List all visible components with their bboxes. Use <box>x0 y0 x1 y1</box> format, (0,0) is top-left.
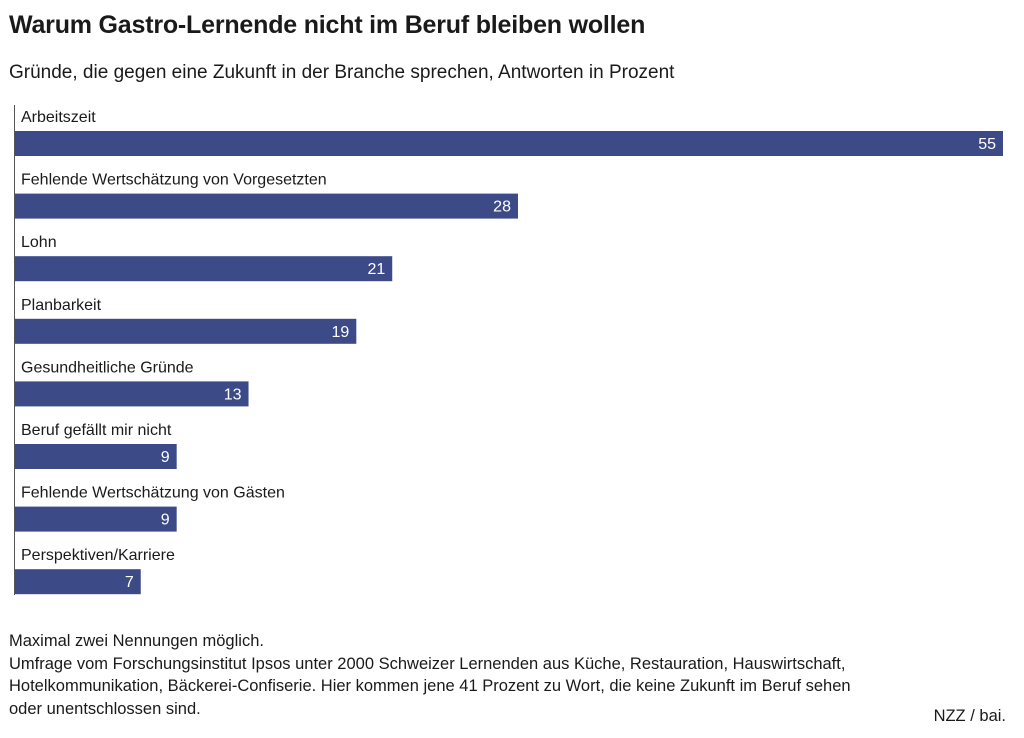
chart-notes: Maximal zwei Nennungen möglich. Umfrage … <box>9 630 1019 720</box>
value-label: 28 <box>493 199 511 216</box>
category-label: Planbarkeit <box>21 297 102 314</box>
value-label: 21 <box>367 261 385 278</box>
category-label: Gesundheitliche Gründe <box>21 359 194 376</box>
value-label: 55 <box>978 136 996 153</box>
bar <box>15 256 393 282</box>
source-credit: NZZ / bai. <box>933 707 1006 725</box>
bar <box>15 318 357 344</box>
category-label: Lohn <box>21 234 57 251</box>
chart-subtitle: Gründe, die gegen eine Zukunft in der Br… <box>9 62 675 83</box>
note-line: oder unentschlossen sind. <box>9 699 201 718</box>
value-label: 9 <box>161 449 170 466</box>
value-label: 7 <box>125 574 134 591</box>
note-line: Umfrage vom Forschungsinstitut Ipsos unt… <box>9 654 846 673</box>
category-label: Arbeitszeit <box>21 109 96 126</box>
chart-title: Warum Gastro-Lernende nicht im Beruf ble… <box>9 11 646 39</box>
bar <box>15 569 141 595</box>
category-label: Beruf gefällt mir nicht <box>21 422 172 439</box>
bar <box>15 381 249 407</box>
note-line: Hotelkommunikation, Bäckerei-Confiserie.… <box>9 677 851 695</box>
bar <box>15 506 177 532</box>
category-label: Perspektiven/Karriere <box>21 547 175 564</box>
bar <box>15 193 518 219</box>
value-label: 9 <box>161 512 170 529</box>
note-line: Maximal zwei Nennungen möglich. <box>9 632 264 650</box>
category-label: Fehlende Wertschätzung von Gästen <box>21 485 285 502</box>
value-label: 13 <box>224 386 242 403</box>
bar <box>15 131 1003 156</box>
value-label: 19 <box>332 324 350 341</box>
category-label: Fehlende Wertschätzung von Vorgesetzten <box>21 172 327 189</box>
bar <box>15 444 177 469</box>
bar-chart: Arbeitszeit 55 Fehlende Wertschätzung von … <box>14 105 1003 595</box>
